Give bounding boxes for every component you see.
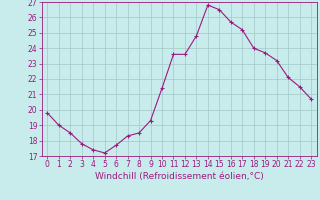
X-axis label: Windchill (Refroidissement éolien,°C): Windchill (Refroidissement éolien,°C) [95, 172, 264, 181]
